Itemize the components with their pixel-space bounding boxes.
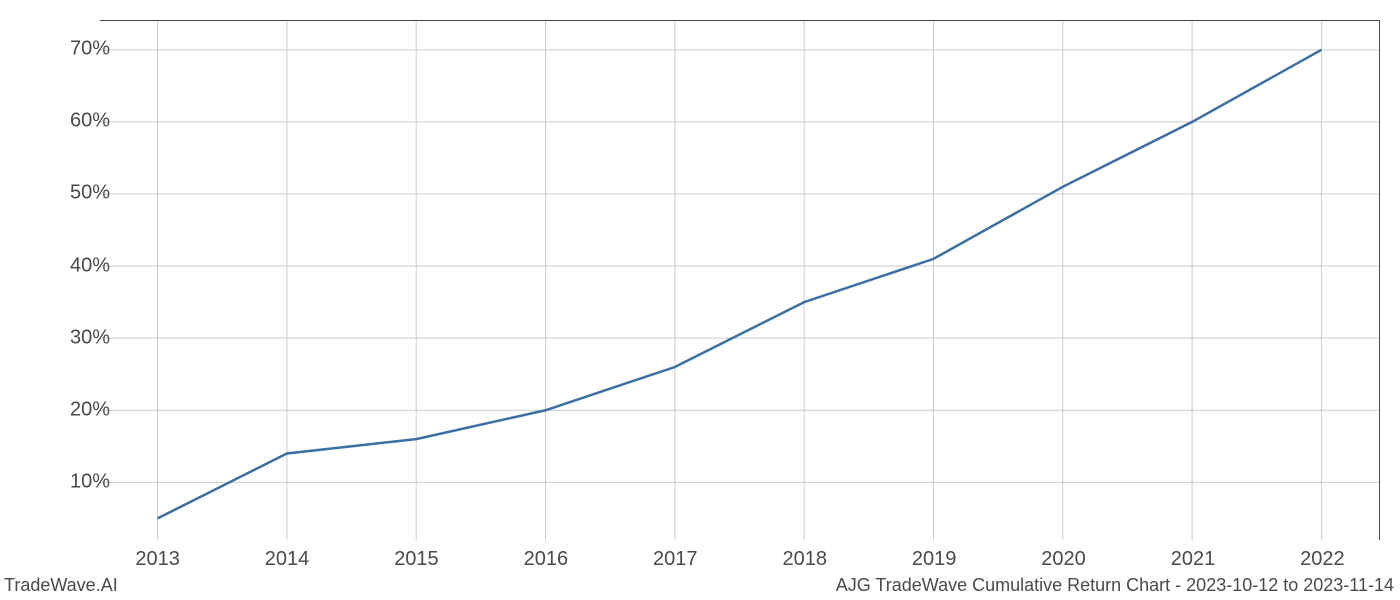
y-tick-label: 70% <box>50 37 110 60</box>
x-tick-label: 2015 <box>394 548 439 571</box>
y-tick-label: 20% <box>50 399 110 422</box>
plot-area <box>100 20 1380 540</box>
y-tick-label: 10% <box>50 471 110 494</box>
x-tick-label: 2022 <box>1300 548 1345 571</box>
x-tick-label: 2016 <box>524 548 569 571</box>
chart-container <box>100 20 1380 540</box>
y-tick-label: 60% <box>50 110 110 133</box>
line-chart-svg <box>100 21 1379 540</box>
footer-left-text: TradeWave.AI <box>4 575 118 596</box>
y-tick-label: 50% <box>50 182 110 205</box>
x-tick-label: 2021 <box>1171 548 1216 571</box>
x-tick-label: 2013 <box>135 548 180 571</box>
footer-right-text: AJG TradeWave Cumulative Return Chart - … <box>836 575 1394 596</box>
x-tick-label: 2019 <box>912 548 957 571</box>
y-tick-label: 40% <box>50 254 110 277</box>
x-tick-label: 2017 <box>653 548 698 571</box>
x-tick-label: 2020 <box>1041 548 1086 571</box>
x-tick-label: 2018 <box>782 548 827 571</box>
x-tick-label: 2014 <box>265 548 310 571</box>
y-tick-label: 30% <box>50 326 110 349</box>
